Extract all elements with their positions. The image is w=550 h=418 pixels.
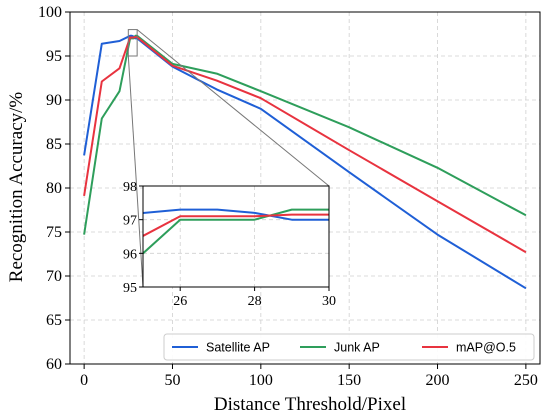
inset-x-tick-label: 28 xyxy=(248,294,262,309)
inset-chart: 26 28 30 95 96 97 98 xyxy=(123,180,336,309)
inset-y-tick-label: 96 xyxy=(123,247,137,262)
x-tick-label: 250 xyxy=(514,372,538,389)
y-tick-label: 80 xyxy=(46,180,62,197)
zoom-guides xyxy=(127,29,330,288)
plot-frame xyxy=(69,11,541,365)
y-tick-label: 85 xyxy=(46,136,62,153)
legend: Satellite AP Junk AP mAP@O.5 xyxy=(163,333,535,361)
inset-y-tick-label: 97 xyxy=(123,214,137,229)
inset-series-group xyxy=(143,208,329,255)
legend-label: Junk AP xyxy=(334,341,380,355)
zoom-region-box xyxy=(127,29,138,57)
x-tick-label: 0 xyxy=(80,372,88,389)
y-tick-label: 90 xyxy=(46,92,62,109)
y-tick-label: 65 xyxy=(46,312,62,329)
y-tick-label: 75 xyxy=(46,224,62,241)
legend-box xyxy=(163,333,535,361)
inset-x-tick-label: 30 xyxy=(322,294,336,309)
inset-background xyxy=(143,186,329,287)
axes: 60 65 70 75 80 85 90 95 100 0 50 100 150 200 250 xyxy=(38,4,541,389)
inset-series-line-map-o-5 xyxy=(143,213,329,238)
legend-label: mAP@O.5 xyxy=(456,341,516,355)
series-line-map-o-5 xyxy=(83,36,527,254)
series-line-satellite-ap xyxy=(83,34,527,290)
y-tick-label: 95 xyxy=(46,48,62,65)
y-tick-label: 70 xyxy=(46,268,62,285)
series-line-junk-ap xyxy=(83,34,527,235)
inset-y-tick-label: 95 xyxy=(123,281,137,296)
x-tick-label: 100 xyxy=(249,372,273,389)
legend-label: Satellite AP xyxy=(206,341,270,355)
zoom-connector-line xyxy=(127,55,144,288)
inset-x-tick-label: 26 xyxy=(173,294,187,309)
y-tick-label: 60 xyxy=(46,356,62,373)
y-tick-label: 100 xyxy=(38,4,62,21)
x-tick-label: 150 xyxy=(337,372,361,389)
zoom-connector-line xyxy=(136,29,330,187)
x-axis-title: Distance Threshold/Pixel xyxy=(214,394,406,415)
inset-series-line-junk-ap xyxy=(143,208,329,255)
inset-series-line-satellite-ap xyxy=(143,208,329,221)
inset-frame xyxy=(142,185,330,288)
main-series-group xyxy=(83,34,527,290)
x-tick-label: 50 xyxy=(164,372,180,389)
y-axis-title: Recognition Accuracy/% xyxy=(6,92,27,283)
inset-y-tick-label: 98 xyxy=(123,180,137,195)
x-tick-label: 200 xyxy=(426,372,450,389)
